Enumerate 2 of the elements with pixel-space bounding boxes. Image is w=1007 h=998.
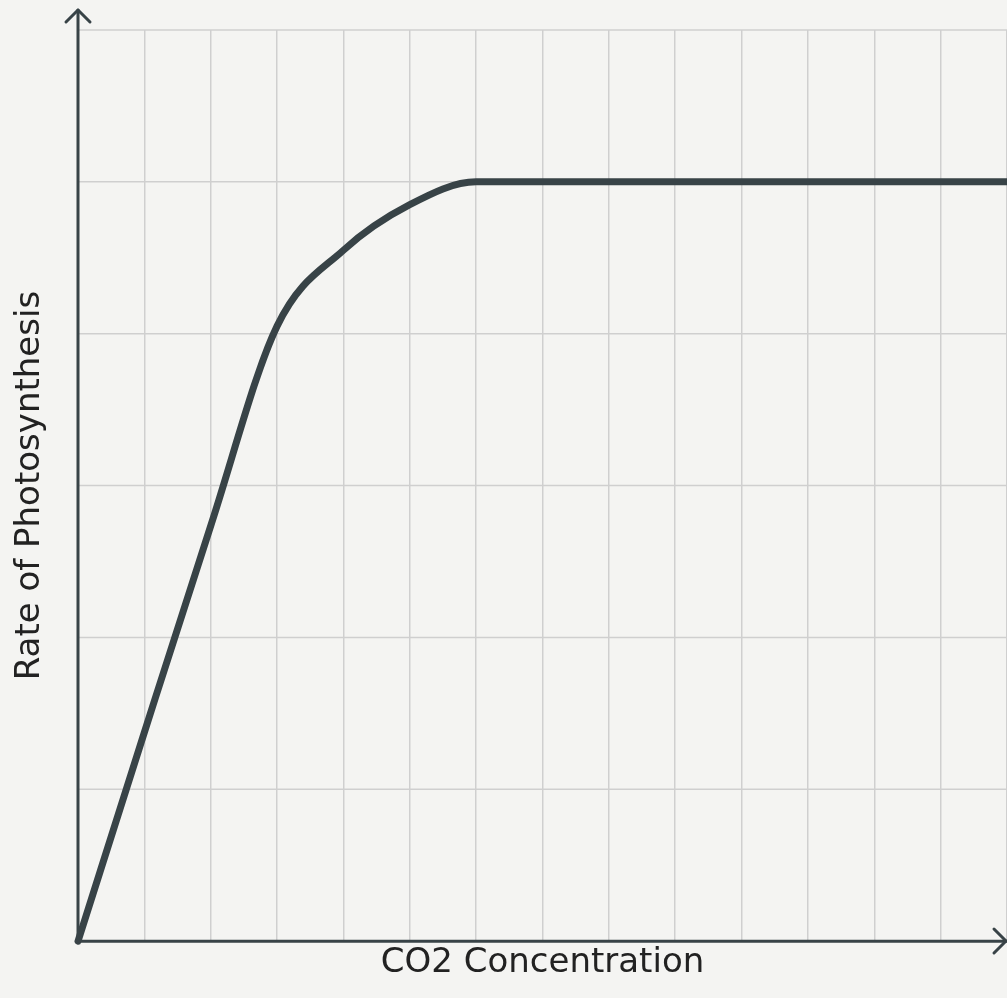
y-axis-title: Rate of Photosynthesis	[6, 290, 47, 681]
x-axis-title: CO2 Concentration	[380, 940, 705, 981]
